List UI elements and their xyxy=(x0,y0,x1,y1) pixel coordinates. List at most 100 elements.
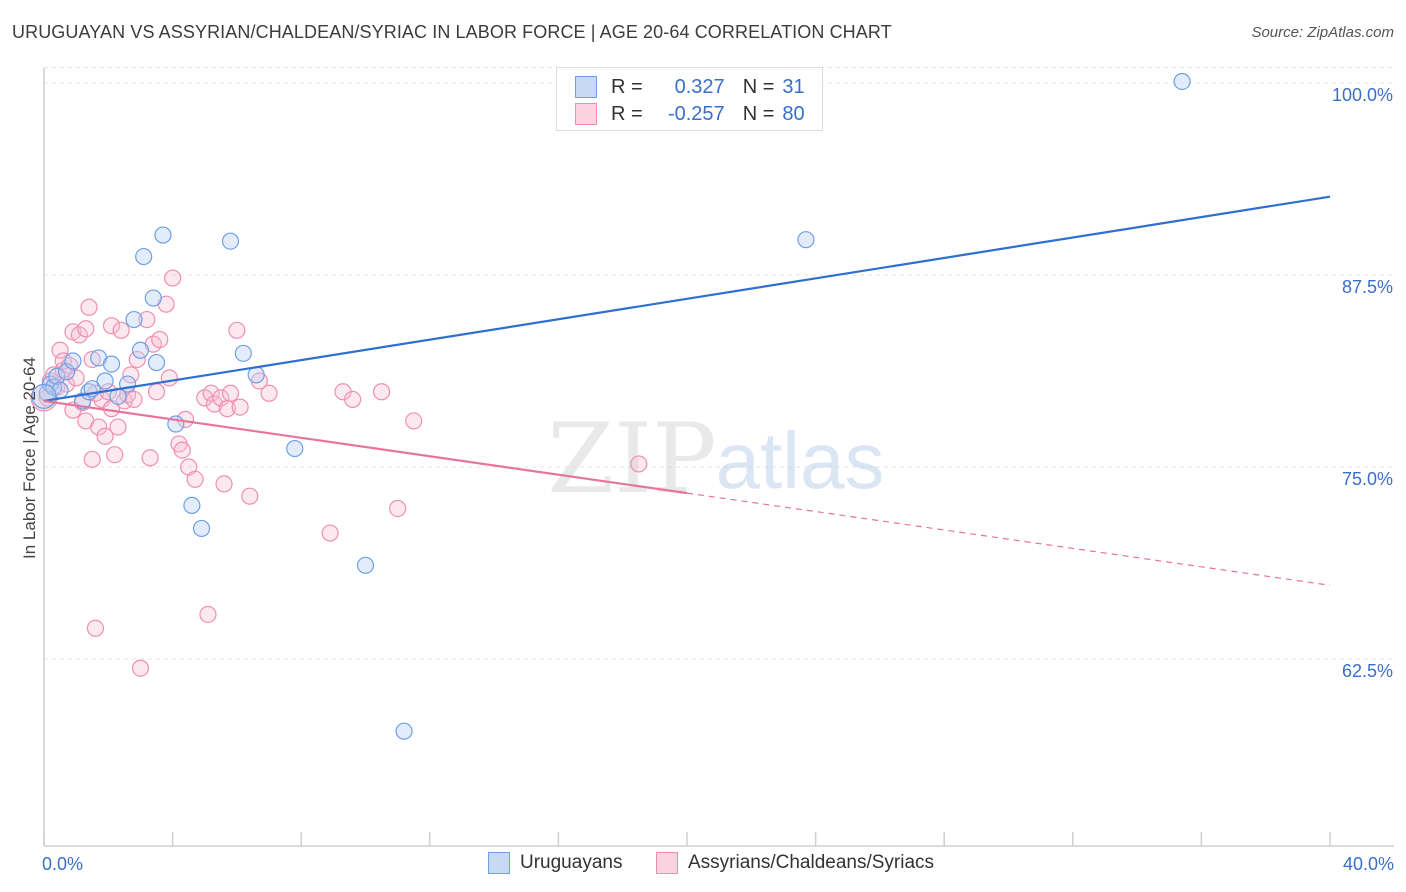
uruguayans-point xyxy=(154,226,172,244)
uruguayans-trendline xyxy=(43,195,1331,403)
assyrians-point xyxy=(131,659,150,677)
uruguayans-point xyxy=(183,496,201,514)
legend-swatch-pink xyxy=(575,103,597,125)
x-tick-labels: 0.0% 40.0% xyxy=(42,854,1394,874)
assyrians-point xyxy=(199,605,217,624)
uruguayans-point xyxy=(221,232,240,250)
assyrians-point xyxy=(102,317,121,335)
legend-r-value: -0.257 xyxy=(667,102,725,125)
uruguayans-point xyxy=(64,352,82,370)
legend-r-label: R = xyxy=(611,102,643,125)
legend-n-value: 31 xyxy=(782,75,805,98)
legend-n-label: N = xyxy=(742,75,775,98)
assyrians-point xyxy=(86,619,105,637)
uruguayans-point xyxy=(1173,72,1191,91)
legend-r-value: 0.327 xyxy=(674,75,725,98)
assyrians-point xyxy=(80,298,98,316)
y-tick-label: 75.0% xyxy=(1342,469,1393,489)
uruguayans-point xyxy=(234,344,252,362)
y-tick-label: 87.5% xyxy=(1342,277,1393,297)
uruguayans-point xyxy=(102,355,121,373)
axes xyxy=(43,68,1394,847)
correlation-legend: R = 0.327 N = 31 R = -0.257 N = 80 xyxy=(556,67,823,131)
chart-title: URUGUAYAN VS ASSYRIAN/CHALDEAN/SYRIAC IN… xyxy=(12,22,892,42)
legend-row-assyrians: R = -0.257 N = 80 xyxy=(575,101,805,127)
uruguayans-point xyxy=(135,247,153,266)
assyrians-point xyxy=(96,427,114,445)
assyrians-trendline-dashed xyxy=(686,492,1331,586)
assyrians-point xyxy=(51,341,69,359)
uruguayans-point xyxy=(395,722,413,740)
assyrians-point xyxy=(186,470,204,488)
assyrians-point xyxy=(67,369,85,387)
legend-item-uruguayans: Uruguayans xyxy=(488,852,622,874)
uruguayans-point xyxy=(125,310,143,329)
legend-label-assyrians: Assyrians/Chaldeans/Syriacs xyxy=(688,852,935,873)
y-tick-label: 100.0% xyxy=(1332,85,1393,105)
assyrians-point xyxy=(215,475,233,493)
uruguayans-point xyxy=(192,519,211,538)
assyrians-point xyxy=(241,487,259,505)
assyrians-point xyxy=(138,310,156,329)
assyrians-point xyxy=(221,384,240,402)
assyrians-point xyxy=(128,350,146,369)
uruguayans-point xyxy=(131,341,150,359)
assyrians-point xyxy=(83,450,101,468)
assyrians-point xyxy=(344,390,362,409)
assyrians-points xyxy=(30,269,648,677)
assyrians-point xyxy=(112,321,130,339)
assyrians-trendline-solid xyxy=(43,399,688,495)
assyrians-point xyxy=(122,366,140,384)
assyrians-point xyxy=(70,326,88,344)
assyrians-point xyxy=(141,449,159,467)
assyrians-point xyxy=(260,384,278,402)
y-axis-label-text: In Labor Force | Age 20-64 xyxy=(20,357,39,559)
assyrians-point xyxy=(202,384,220,402)
uruguayans-points xyxy=(31,72,1191,740)
assyrians-point xyxy=(405,412,423,430)
y-tick-label: 62.5% xyxy=(1342,661,1393,681)
legend-swatch-blue xyxy=(575,76,597,98)
assyrians-point xyxy=(321,524,339,542)
assyrians-point xyxy=(160,369,178,387)
legend-label-uruguayans: Uruguayans xyxy=(520,852,623,873)
assyrians-point xyxy=(205,395,223,413)
assyrians-point xyxy=(83,350,101,369)
legend-swatch-pink xyxy=(656,852,678,874)
assyrians-point xyxy=(151,330,169,349)
uruguayans-point xyxy=(147,353,166,372)
uruguayans-point xyxy=(96,372,114,390)
legend-n-label: N = xyxy=(742,102,775,125)
legend-r-label: R = xyxy=(611,75,643,98)
assyrians-point xyxy=(109,418,127,436)
trendlines xyxy=(43,195,1331,586)
y-axis-label: In Labor Force | Age 20-64 xyxy=(20,357,40,559)
legend-row-uruguayans: R = 0.327 N = 31 xyxy=(575,74,805,100)
uruguayans-point xyxy=(57,363,76,381)
watermark: ZIP atlas xyxy=(547,403,884,515)
gridlines xyxy=(44,67,1394,660)
assyrians-point xyxy=(231,398,249,416)
assyrians-point xyxy=(389,499,407,518)
assyrians-point xyxy=(125,390,143,409)
assyrians-point xyxy=(106,446,124,464)
chart-source: Source: ZipAtlas.com xyxy=(1251,24,1394,41)
assyrians-point xyxy=(173,441,191,459)
uruguayans-point xyxy=(797,231,815,249)
x-tick-label: 40.0% xyxy=(1343,854,1394,874)
series-legend: Uruguayans Assyrians/Chaldeans/Syriacs xyxy=(0,852,1406,878)
legend-item-assyrians: Assyrians/Chaldeans/Syriacs xyxy=(656,852,934,874)
assyrians-point xyxy=(212,389,230,407)
watermark-atlas: atlas xyxy=(716,416,885,505)
uruguayans-point xyxy=(286,439,304,458)
uruguayans-point xyxy=(356,556,375,574)
assyrians-point xyxy=(90,418,108,436)
y-tick-labels: 62.5% 75.0% 87.5% 100.0% xyxy=(1332,85,1393,681)
uruguayans-point xyxy=(144,289,162,307)
x-tick-label: 0.0% xyxy=(42,854,83,874)
assyrians-point xyxy=(228,321,246,339)
assyrians-point xyxy=(147,383,166,401)
assyrians-point xyxy=(630,455,648,473)
legend-n-value: 80 xyxy=(782,102,805,125)
